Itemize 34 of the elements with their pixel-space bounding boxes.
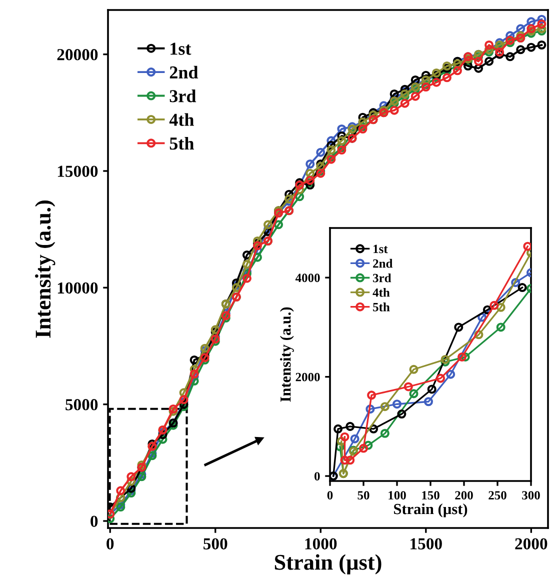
- x-axis-title: Strain (µst): [394, 503, 468, 518]
- legend-label: 5th: [373, 302, 390, 312]
- x-tick-label: 500: [204, 538, 228, 550]
- x-tick-label: 0: [327, 491, 333, 500]
- y-tick-label: 2000: [296, 372, 320, 382]
- legend-label: 4th: [169, 113, 194, 126]
- x-tick-label: 200: [455, 491, 473, 500]
- x-tick-label: 1000: [305, 538, 337, 550]
- x-tick-label: 250: [488, 491, 506, 500]
- x-tick-label: 100: [388, 491, 406, 500]
- legend-label: 4th: [372, 288, 390, 297]
- y-tick-label: 10000: [58, 282, 98, 294]
- x-axis-title: Strain (µst): [274, 554, 382, 574]
- x-tick-label: 150: [422, 491, 440, 500]
- legend-label: 5th: [170, 136, 194, 150]
- legend-label: 2nd: [170, 66, 198, 79]
- y-tick-label: 0: [314, 472, 320, 480]
- legend-label: 1st: [374, 244, 388, 254]
- y-tick-label: 15000: [58, 166, 98, 177]
- x-tick-label: 50: [358, 491, 370, 500]
- y-tick-label: 0: [90, 516, 98, 527]
- y-tick-label: 20000: [57, 49, 98, 60]
- y-tick-label: 5000: [66, 399, 98, 410]
- y-axis-title: Intensity (a.u.): [35, 200, 56, 338]
- legend-label: 1st: [170, 42, 192, 55]
- x-tick-label: 1500: [410, 538, 442, 550]
- x-tick-label: 0: [106, 538, 114, 550]
- legend-label: 3rd: [170, 90, 196, 102]
- x-tick-label: 300: [522, 491, 540, 500]
- legend-label: 3rd: [373, 273, 392, 282]
- y-tick-label: 4000: [295, 274, 320, 282]
- legend-label: 2nd: [373, 258, 393, 268]
- y-axis-title: Intensity (a.u.): [280, 307, 294, 402]
- x-tick-label: 2000: [515, 538, 548, 550]
